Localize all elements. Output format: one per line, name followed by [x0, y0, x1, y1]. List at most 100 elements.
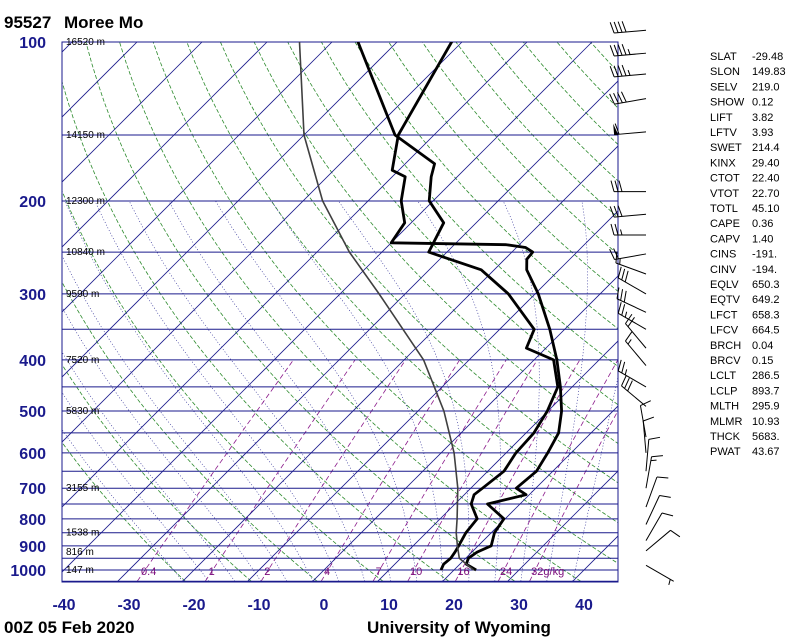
wind-barb-feather [617, 205, 623, 217]
moist-adiabat-line [215, 200, 418, 582]
isotherms [0, 42, 618, 582]
pressure-tick-label: 900 [19, 539, 46, 556]
sounding-profiles [298, 42, 563, 572]
data-source: University of Wyoming [367, 618, 551, 637]
pressure-tick-label: 500 [19, 404, 46, 421]
dry-adiabat-line [186, 42, 618, 524]
height-label: 816 m [66, 547, 94, 558]
wind-barb [645, 455, 663, 489]
pressure-tick-label: 300 [19, 287, 46, 304]
moist-adiabats [62, 200, 618, 582]
index-label: LCLP [710, 385, 738, 397]
isotherm-line [507, 470, 618, 582]
index-value: 22.70 [752, 188, 780, 200]
wind-barb [625, 331, 647, 366]
height-label: 5830 m [66, 406, 99, 417]
wind-barb-half-feather [624, 311, 628, 318]
wind-barb [616, 287, 647, 313]
isotherm-line [62, 42, 463, 443]
wind-barb-half-feather [624, 369, 628, 376]
wind-barb [617, 266, 647, 295]
wind-barb-feather [617, 266, 622, 279]
wind-barb-feather [621, 21, 627, 33]
temperature-tick-label: 0 [320, 597, 329, 614]
wind-barb-staff [645, 495, 660, 525]
isotherm-line [0, 42, 7, 581]
wind-barb [615, 251, 647, 275]
wind-barb-feather [620, 289, 624, 301]
index-value: 295.9 [752, 401, 780, 413]
index-label: PWAT [710, 446, 741, 458]
wind-barb-feather [614, 180, 619, 192]
mixing-ratio-line [407, 359, 538, 582]
dewpoint-line [356, 42, 560, 571]
mixing-ratio-label: 16 [457, 566, 469, 578]
isotherm-line [62, 42, 73, 53]
index-label: TOTL [710, 203, 738, 215]
wind-barb-feather [621, 268, 626, 281]
wind-barb-feather [627, 380, 633, 392]
wind-barb-staff [616, 298, 647, 313]
temperature-tick-label: -10 [247, 597, 270, 614]
wind-barb [613, 123, 647, 136]
wind-barb-feather [640, 400, 651, 406]
dry-adiabat-line [85, 42, 515, 582]
isotherm-line [182, 145, 618, 582]
wind-barb-feather [656, 476, 669, 479]
moist-adiabat-line [62, 391, 210, 582]
wind-barb-feather [621, 304, 626, 316]
wind-barb-feather [609, 22, 615, 34]
pressure-tick-label: 1000 [10, 563, 46, 580]
wind-barb-feather [621, 64, 627, 76]
index-label: SLON [710, 66, 740, 78]
index-value: 22.40 [752, 173, 780, 185]
index-label: BRCH [710, 340, 741, 352]
index-value: -194. [752, 264, 777, 276]
temperature-tick-label: 30 [510, 597, 528, 614]
wind-barb-feather [617, 44, 623, 56]
dry-adiabat-line [62, 190, 384, 582]
pressure-tick-label: 400 [19, 353, 46, 370]
wind-barb-staff [645, 439, 650, 472]
wind-barb-feather [618, 180, 623, 192]
index-value: -191. [752, 249, 777, 261]
observation-date: 00Z 05 Feb 2020 [4, 618, 134, 637]
wind-barb [609, 44, 647, 57]
isotherm-line [377, 340, 618, 582]
dry-adiabat-line [119, 42, 581, 582]
wind-barb-staff [621, 385, 647, 407]
dry-adiabat-line [62, 281, 318, 582]
wind-barb [609, 248, 647, 260]
height-label: 3155 m [66, 483, 99, 494]
mixing-ratio-label: 24 [500, 566, 512, 578]
dry-adiabat-line [220, 42, 618, 484]
index-value: 893.7 [752, 385, 780, 397]
wind-barb-staff [645, 529, 671, 552]
isotherm-line [62, 42, 593, 573]
temperature-tick-label: 40 [575, 597, 593, 614]
stability-indices: SLAT -29.48 SLON 149.83 SELV 219.0 SHOW 0.12 LIF… [710, 51, 786, 458]
dry-adiabat-line [388, 42, 618, 292]
index-value: 3.82 [752, 112, 773, 124]
station-name: Moree Mo [64, 13, 143, 32]
wind-barb-half-feather [627, 49, 631, 55]
plot-frame [61, 41, 619, 583]
mixing-ratio-line [320, 359, 461, 582]
dry-adiabat-line [354, 42, 618, 330]
moist-adiabat-line [168, 200, 392, 582]
moist-adiabat-line [546, 200, 588, 582]
wind-barb [645, 512, 674, 541]
wind-barb [645, 476, 669, 508]
mixing-ratio-line [372, 359, 507, 582]
wind-barb-feather [659, 494, 671, 498]
wind-barb-feather [643, 416, 655, 422]
wind-barb-half-feather [668, 579, 671, 586]
wind-barb-half-feather [620, 229, 623, 236]
temperature-line [389, 42, 563, 572]
wind-barb-staff [645, 476, 658, 508]
wind-barb-staff [618, 277, 647, 295]
wind-barb-staff [645, 564, 674, 582]
dry-adiabats [62, 42, 618, 582]
wind-barb [609, 21, 647, 34]
